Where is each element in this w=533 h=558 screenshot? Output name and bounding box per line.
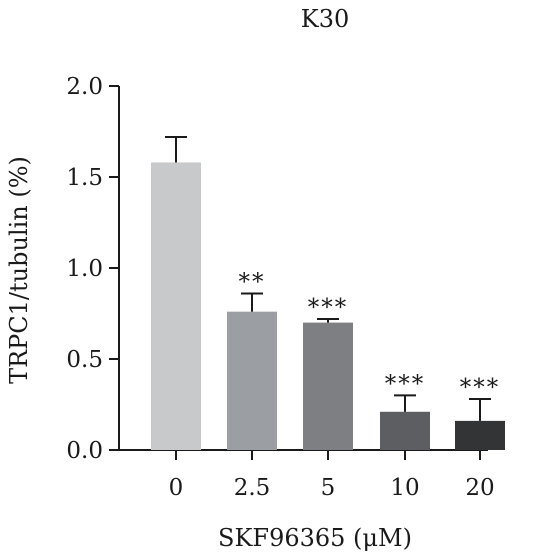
chart-title: K30 — [301, 5, 349, 33]
y-tick-label: 0.5 — [66, 347, 103, 373]
x-axis-label: SKF96365 (μM) — [218, 524, 412, 552]
x-tick-label: 20 — [465, 475, 494, 501]
y-axis-label: TRPC1/tubulin (%) — [5, 156, 33, 384]
x-tick-label: 10 — [390, 475, 419, 501]
bar — [151, 162, 201, 450]
significance-marker: *** — [385, 371, 426, 397]
y-tick-label: 2.0 — [66, 74, 103, 100]
bar — [303, 322, 353, 450]
bar — [380, 411, 430, 450]
significance-marker: *** — [460, 375, 501, 401]
x-tick-label: 5 — [321, 475, 336, 501]
significance-marker: ** — [239, 269, 266, 295]
plot-area: 0.0 0.5 1.0 1.5 2.0 0 ** 2.5 *** 5 *** 10 *** 20 — [66, 74, 505, 501]
significance-marker: *** — [308, 295, 349, 321]
y-tick-label: 0.0 — [66, 438, 103, 464]
bar — [227, 311, 277, 450]
x-tick-label: 2.5 — [234, 475, 271, 501]
y-tick-label: 1.0 — [66, 256, 103, 282]
x-tick-label: 0 — [169, 475, 184, 501]
y-tick-label: 1.5 — [66, 165, 103, 191]
bar — [455, 420, 505, 450]
